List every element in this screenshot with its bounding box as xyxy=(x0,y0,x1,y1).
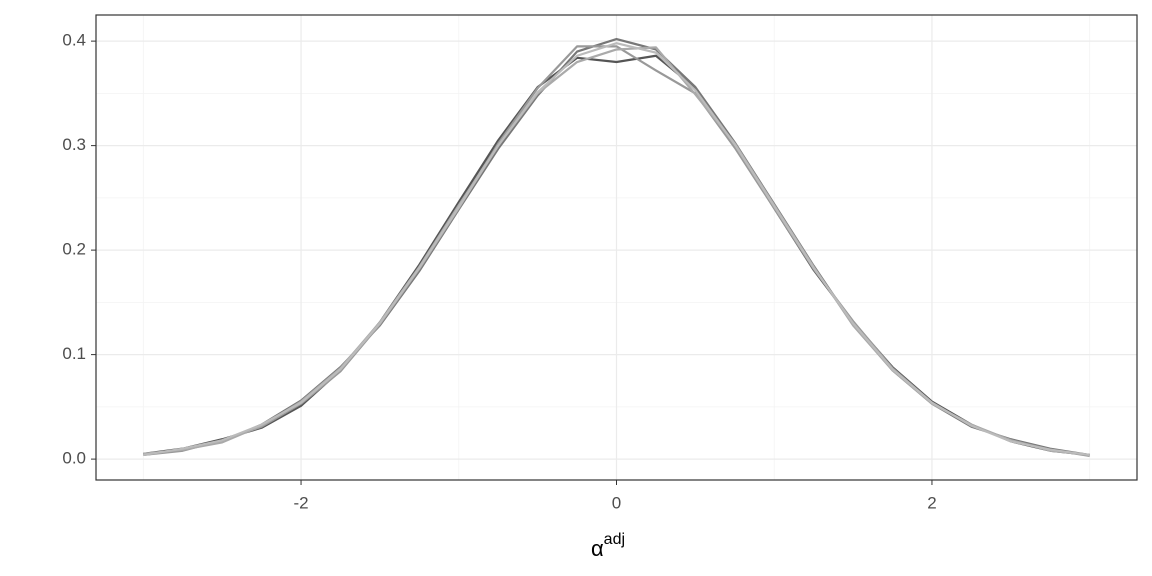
x-tick-label: 2 xyxy=(927,493,936,512)
y-tick-label: 0.1 xyxy=(62,344,86,363)
x-tick-label: 0 xyxy=(612,493,621,512)
x-axis-label-main: α xyxy=(591,536,604,561)
y-tick-label: 0.4 xyxy=(62,31,86,50)
y-tick-label: 0.2 xyxy=(62,240,86,259)
x-tick-label: -2 xyxy=(293,493,308,512)
density-line xyxy=(143,42,1090,457)
lines xyxy=(143,37,1090,458)
y-tick-label: 0.0 xyxy=(62,449,86,468)
y-tick-label: 0.3 xyxy=(62,135,86,154)
x-axis-label: αadj xyxy=(591,531,625,561)
x-axis-label-sup: adj xyxy=(604,531,625,548)
